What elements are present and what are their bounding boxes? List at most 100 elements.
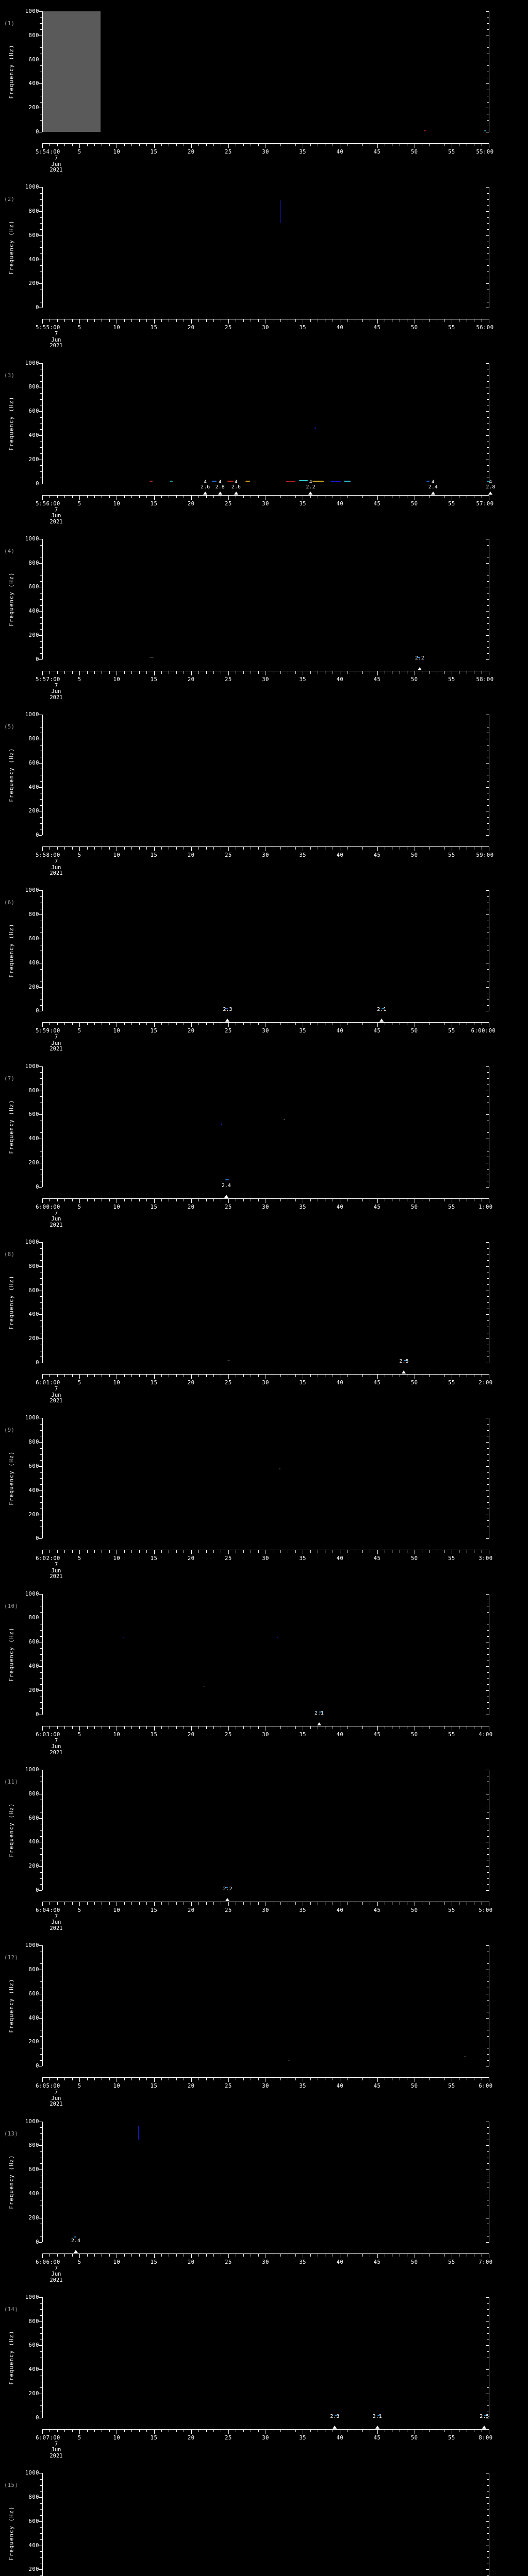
- y-axis-tick: [40, 1168, 42, 1170]
- y-axis-tick-right: [487, 2151, 489, 2153]
- y-axis-tick: [40, 817, 42, 818]
- y-axis-tick-label: 600: [28, 2518, 39, 2524]
- x-axis-tick: [154, 144, 155, 148]
- x-axis-tick: [191, 847, 192, 852]
- y-axis-tick: [40, 2533, 42, 2534]
- event-marker-triangle: [218, 491, 222, 495]
- x-axis-tick: [94, 1198, 95, 1201]
- x-axis-tick: [243, 2078, 244, 2081]
- y-axis-tick-right: [486, 762, 489, 764]
- x-axis-tick-label: 5: [77, 852, 81, 859]
- y-axis-tick-label: 600: [28, 936, 39, 942]
- y-axis-tick-label: 200: [28, 1335, 39, 1342]
- y-axis-line: [39, 187, 43, 309]
- y-axis-tick: [40, 1248, 42, 1249]
- x-axis-tick: [206, 495, 207, 498]
- x-axis-tick-label: 10: [113, 149, 121, 155]
- y-axis-tick-right: [486, 1466, 489, 1467]
- x-axis-tick-label: 15: [150, 2083, 158, 2090]
- y-axis-tick-label: 600: [28, 1990, 39, 1997]
- y-axis-tick: [40, 1472, 42, 1473]
- spectral-trace: [227, 480, 234, 482]
- x-axis-tick: [42, 319, 43, 324]
- x-axis-tick: [79, 2253, 80, 2258]
- y-axis-title-text: Frequency (Hz): [9, 2330, 15, 2385]
- x-axis-tick-label: 20: [187, 1204, 195, 1210]
- y-axis-title: Frequency (Hz): [8, 1242, 15, 1363]
- chart-panel: 0 200 400 600 800 1000 Frequency (Hz) (5) 5:58:0…: [0, 703, 528, 879]
- y-axis-tick: [40, 1884, 42, 1885]
- x-axis-tick: [94, 495, 95, 498]
- x-axis-tick-label: 30: [262, 1028, 269, 1035]
- x-axis-tick: [87, 1023, 88, 1026]
- y-axis-tick: [40, 1636, 42, 1637]
- panel-number-label: (4): [4, 548, 15, 554]
- y-axis-tick-right: [487, 1278, 489, 1279]
- y-axis-tick: [40, 1096, 42, 1097]
- panel-number-label: (1): [4, 21, 15, 27]
- x-axis-tick: [176, 2078, 177, 2081]
- x-axis-tick-label: 6:02:00: [36, 1555, 60, 1562]
- y-axis-tick-right: [487, 1702, 489, 1703]
- y-axis-tick-right: [487, 2351, 489, 2352]
- y-axis-tick-label: 800: [28, 1967, 39, 1973]
- y-axis-tick-right: [487, 647, 489, 648]
- x-axis-tick: [154, 1550, 155, 1555]
- y-axis-labels: 0 200 400 600 800 1000: [0, 2119, 42, 2245]
- x-axis-tick: [154, 1726, 155, 1731]
- spectral-trace: [426, 480, 430, 482]
- x-axis-tick: [377, 144, 378, 148]
- y-axis-tick-right: [487, 2309, 489, 2310]
- y-axis-title-text: Frequency (Hz): [9, 1451, 15, 1506]
- axis-date-line: Jun: [51, 1040, 61, 1046]
- panel-number-label: (7): [4, 1075, 15, 1082]
- x-axis-tick: [280, 1902, 281, 1905]
- y-axis-tick-right: [486, 235, 489, 236]
- y-axis-tick-right: [486, 2569, 489, 2570]
- x-axis-tick: [94, 2078, 95, 2081]
- x-axis-tick: [154, 1023, 155, 1027]
- y-axis-tick-right: [486, 2369, 489, 2370]
- y-axis-tick: [39, 2242, 42, 2243]
- y-axis-tick-label: 1000: [25, 360, 39, 366]
- y-axis-tick-right: [486, 1690, 489, 1691]
- y-axis-tick: [40, 47, 42, 48]
- y-axis-tick-label: 600: [28, 1815, 39, 1821]
- y-axis-tick: [39, 611, 42, 612]
- y-axis-tick-right: [487, 120, 489, 121]
- x-axis-tick: [310, 2429, 311, 2432]
- chart-panel: 0 200 400 600 800 1000 Frequency (Hz) (2) 5:55:0…: [0, 176, 528, 351]
- x-axis-tick-label: 40: [336, 1204, 344, 1210]
- event-marker-triangle: [317, 1722, 321, 1725]
- y-axis-labels: 0 200 400 600 800 1000: [0, 536, 42, 663]
- x-axis-tick-label: 6:05:00: [36, 2083, 60, 2090]
- x-axis-tick: [213, 671, 214, 674]
- spectral-trace: [330, 481, 341, 482]
- y-axis-tick-label: 400: [28, 2190, 39, 2197]
- axis-date-line: 2021: [50, 1046, 63, 1053]
- y-axis-tick-right: [487, 193, 489, 194]
- y-axis-tick-label: 400: [28, 432, 39, 438]
- y-axis-tick: [40, 805, 42, 806]
- y-axis-tick-right: [486, 1242, 489, 1243]
- x-axis-tick: [295, 1023, 296, 1026]
- x-axis-tick: [72, 1375, 73, 1378]
- axis-date-line: Jun: [51, 688, 61, 695]
- y-axis-tick-right: [487, 2133, 489, 2134]
- y-axis-tick-label: 0: [36, 1183, 39, 1190]
- x-axis-tick: [146, 1550, 147, 1553]
- y-axis-tick-right: [487, 1484, 489, 1485]
- axis-date-line: Jun: [51, 864, 61, 871]
- y-axis-tick: [39, 283, 42, 284]
- y-axis-tick-label: 200: [28, 1863, 39, 1870]
- event-marker-magnitude: 4: [309, 479, 312, 485]
- x-axis-tick-label: 35: [299, 852, 306, 859]
- y-axis-tick: [40, 1424, 42, 1425]
- x-axis-tick-label: 55: [448, 2434, 455, 2441]
- y-axis-tick: [40, 205, 42, 206]
- y-axis-tick-right: [486, 1066, 489, 1067]
- y-axis-tick: [40, 1278, 42, 1279]
- x-axis-tick: [124, 1023, 125, 1026]
- y-axis-tick: [40, 2509, 42, 2510]
